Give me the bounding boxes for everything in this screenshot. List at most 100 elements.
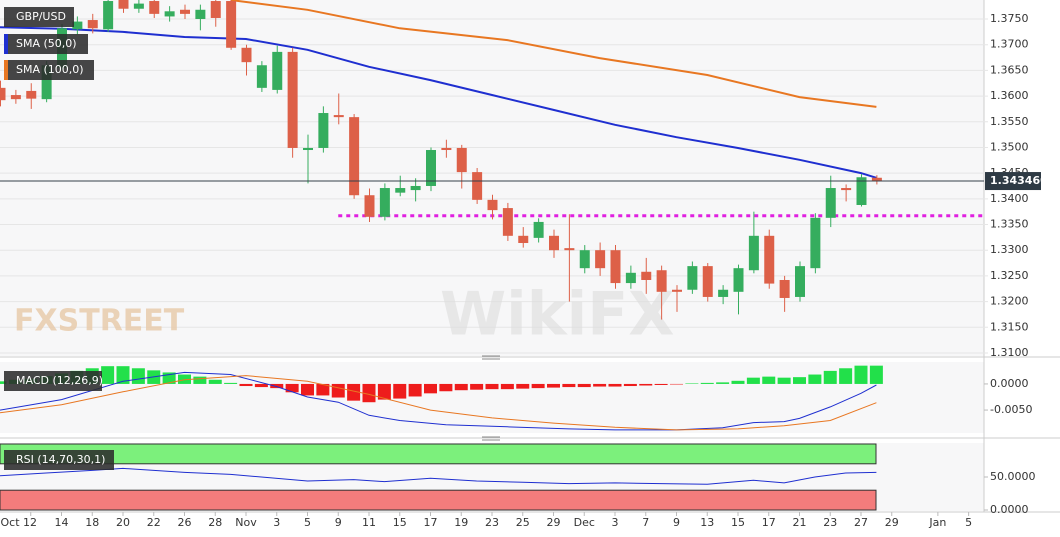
histogram-bar [531,383,545,389]
legend-label: GBP/USD [16,10,66,23]
histogram-bar [746,377,760,384]
x-tick-label: 3 [612,516,619,529]
legend-label: SMA (100,0) [16,63,84,76]
histogram-bar [685,383,699,384]
watermark: FXSTREET [14,304,185,339]
y-tick-label: 50.0000 [990,470,1036,483]
candle-body [349,117,360,196]
x-tick-label: Oct 12 [0,516,37,529]
candle-body [871,177,882,181]
histogram-bar [0,381,7,384]
x-tick-label: 23 [823,516,837,529]
legend-swatch [4,34,8,54]
histogram-bar [347,383,361,401]
x-tick-label: 20 [116,516,130,529]
legend-swatch [4,60,8,80]
x-tick-label: 7 [642,516,649,529]
x-tick-label: 19 [454,516,468,529]
y-tick-label: 1.3300 [990,243,1029,256]
line [0,467,877,485]
histogram-bar [301,383,314,396]
histogram-bar [316,383,330,396]
histogram-bar [670,383,683,385]
y-tick-label: 1.3400 [990,192,1029,205]
legend-box [4,7,74,27]
histogram-bar [854,365,868,384]
candle-body [10,95,21,100]
x-tick-label: 17 [424,516,438,529]
x-tick-label: 3 [273,516,280,529]
candle-body [672,289,682,292]
candle-body [441,147,452,151]
candle-body [180,9,190,14]
grip[interactable] [482,355,500,441]
last-price-box [985,172,1041,191]
line [0,371,877,431]
candle-body [487,199,498,211]
plot: 1.3100 1.3150 1.3200 1.3250 1.3300 1.3350 1.34… [0,0,1048,529]
candle-body [764,235,775,284]
histogram-bar [362,383,376,403]
histogram-bar [270,383,284,389]
x-tick-label: 27 [854,516,868,529]
histogram-bar [285,383,299,393]
histogram-bar [839,368,853,384]
histogram-bar [101,366,115,384]
last-price-label: 1.343460 [990,174,1048,187]
legend-label: SMA (50,0) [16,37,77,50]
histogram-bar [654,383,668,385]
histogram-bar [393,383,407,399]
candle-body [779,279,790,298]
candle-body [825,188,836,218]
histogram-bar [608,383,622,387]
histogram-bar [208,379,222,384]
x-tick-label: Jan [928,516,946,529]
histogram-bar [777,377,791,384]
candle-body [810,217,821,269]
x-tick-label: 29 [885,516,899,529]
x-tick-label: 18 [85,516,99,529]
x-tick-label: Dec [574,516,595,529]
candle-body [287,51,298,148]
x-tick-label: 11 [362,516,376,529]
histogram-bar [700,382,714,384]
y-tick-label: 0.0000 [990,503,1029,516]
candle-body [625,272,636,284]
candle-body [303,147,313,151]
candle-body [395,188,406,193]
histogram-bar [762,376,776,384]
histogram-bar [454,383,468,391]
histogram-bar [193,376,207,384]
candle-body [856,177,867,205]
candle-body [164,11,175,17]
x-tick-label: 9 [673,516,680,529]
histogram-bar [224,382,238,384]
histogram-bar [623,383,637,387]
candle-body [533,221,544,238]
candle-body [641,271,652,280]
candle-body [795,266,805,297]
candle-body [272,51,283,90]
x-tick-label: 5 [965,516,972,529]
y-tick-label: 1.3250 [990,269,1029,282]
candle-body [687,266,698,290]
x-tick-label: Nov [235,516,257,529]
x-tick-label: 26 [178,516,192,529]
histogram-bar [178,374,191,384]
x-tick-label: 15 [731,516,745,529]
candle-body [518,235,529,244]
histogram-bar [377,383,391,400]
histogram-bar [162,372,176,384]
histogram-bar [500,383,514,390]
candle-body [656,270,667,292]
histogram-bar [869,365,883,384]
candle-body [72,21,83,30]
candle-body [579,250,590,269]
x-tick-label: 23 [485,516,499,529]
candle-body [0,87,6,101]
line [0,26,877,179]
histogram-bar [562,383,576,388]
histogram-bar [424,383,437,394]
histogram-bar [439,383,453,392]
candle-body [733,268,744,292]
